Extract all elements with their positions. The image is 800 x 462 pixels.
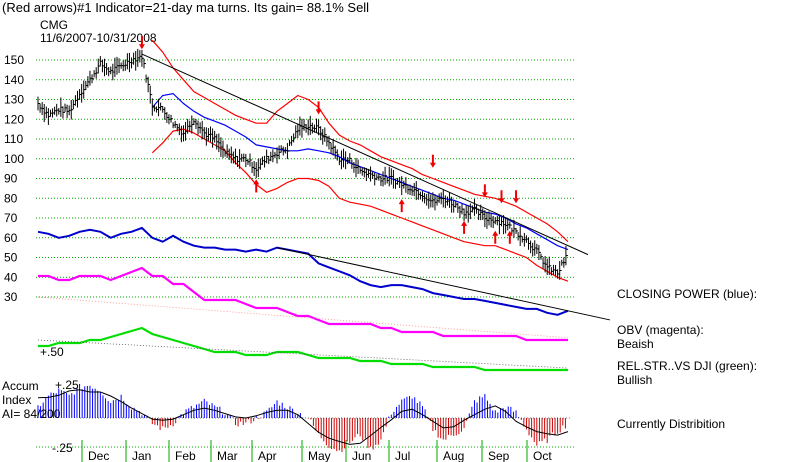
accum-moving-average [37, 389, 569, 445]
y-tick-label-90: 90 [4, 172, 18, 186]
x-tick-label-sep: Sep [488, 449, 510, 462]
buy-arrow-2-head [398, 199, 405, 205]
series-closing-power [37, 226, 569, 316]
x-tick-label-mar: Mar [217, 449, 238, 462]
y-tick-label-110: 110 [4, 132, 23, 146]
x-tick-label-dec: Dec [88, 449, 109, 462]
sell-arrow-4-head [481, 192, 488, 198]
obv-label: OBV (magenta): [617, 323, 704, 337]
y-tick-label-130: 130 [4, 93, 24, 107]
x-tick-label-jul: Jul [395, 449, 410, 462]
rel-strength-status: Bullish [617, 373, 652, 387]
x-tick-label-may: May [308, 449, 331, 462]
x-axis-ticks: Dec Jan Feb Mar Apr May Jun Jul Aug Sep Oct [36, 440, 576, 462]
y-tick-label-120: 120 [4, 112, 24, 126]
x-tick-label-jun: Jun [352, 449, 371, 462]
buy-arrow-1-head [253, 179, 260, 185]
series-relative-strength [38, 326, 568, 372]
obv-status: Beaish [617, 337, 654, 351]
accum-plus25-label: +.25 [55, 378, 79, 392]
indicator-panels [37, 266, 570, 453]
trendline-2 [276, 247, 611, 321]
x-tick-label-feb: Feb [175, 449, 196, 462]
chart-header: (Red arrows)#1 Indicator=21-day ma turns… [2, 0, 369, 15]
y-tick-label-60: 60 [4, 231, 18, 245]
x-tick-label-aug: Aug [443, 449, 464, 462]
buy-arrow-3-head [461, 220, 468, 226]
accum-minus25-label: -.25 [52, 441, 73, 455]
series-moving-average [151, 92, 569, 251]
sell-arrow-6-head [513, 198, 520, 204]
buy-arrow-5-head [506, 230, 513, 236]
buy-arrow-4-head [492, 230, 499, 236]
rel-strength-label: REL.STR..VS DJI (green): [617, 359, 757, 373]
sell-arrow-5-head [498, 198, 505, 204]
chart-date-range: 11/6/2007-10/31/2008 [40, 31, 157, 45]
accum-title-line2: Index [2, 393, 31, 407]
series-lower-band [151, 128, 569, 282]
x-tick-label-jan: Jan [132, 449, 151, 462]
y-tick-label-140: 140 [4, 73, 24, 87]
y-tick-label-30: 30 [4, 290, 18, 304]
x-tick-label-oct: Oct [533, 449, 552, 462]
price-bars [37, 48, 568, 280]
y-tick-label-100: 100 [4, 152, 24, 166]
series-upper-band [151, 39, 569, 243]
sell-arrow-3-head [429, 162, 436, 168]
accum-ai-value: AI= 84/200 [2, 407, 61, 421]
series-obv [38, 266, 568, 342]
sell-arrow-1-head [138, 44, 145, 50]
y-tick-label-70: 70 [4, 211, 18, 225]
y-tick-label-80: 80 [4, 191, 18, 205]
y-tick-label-50: 50 [4, 251, 18, 265]
closing-power-label: CLOSING POWER (blue): [617, 287, 757, 301]
accum-title-line1: Accum [2, 379, 39, 393]
y-tick-label-40: 40 [4, 270, 18, 284]
accum-status: Currently Distribition [617, 417, 725, 431]
x-tick-label-apr: Apr [258, 449, 277, 462]
chart-symbol: CMG [40, 18, 68, 32]
half-level-label: +.50 [40, 345, 64, 359]
y-tick-label-150: 150 [4, 53, 24, 67]
signal-arrows [138, 36, 520, 244]
sell-arrow-2-head [315, 109, 322, 115]
y-axis-ticks: 150 140 130 120 110 100 90 80 70 60 50 40 30 [4, 53, 24, 304]
